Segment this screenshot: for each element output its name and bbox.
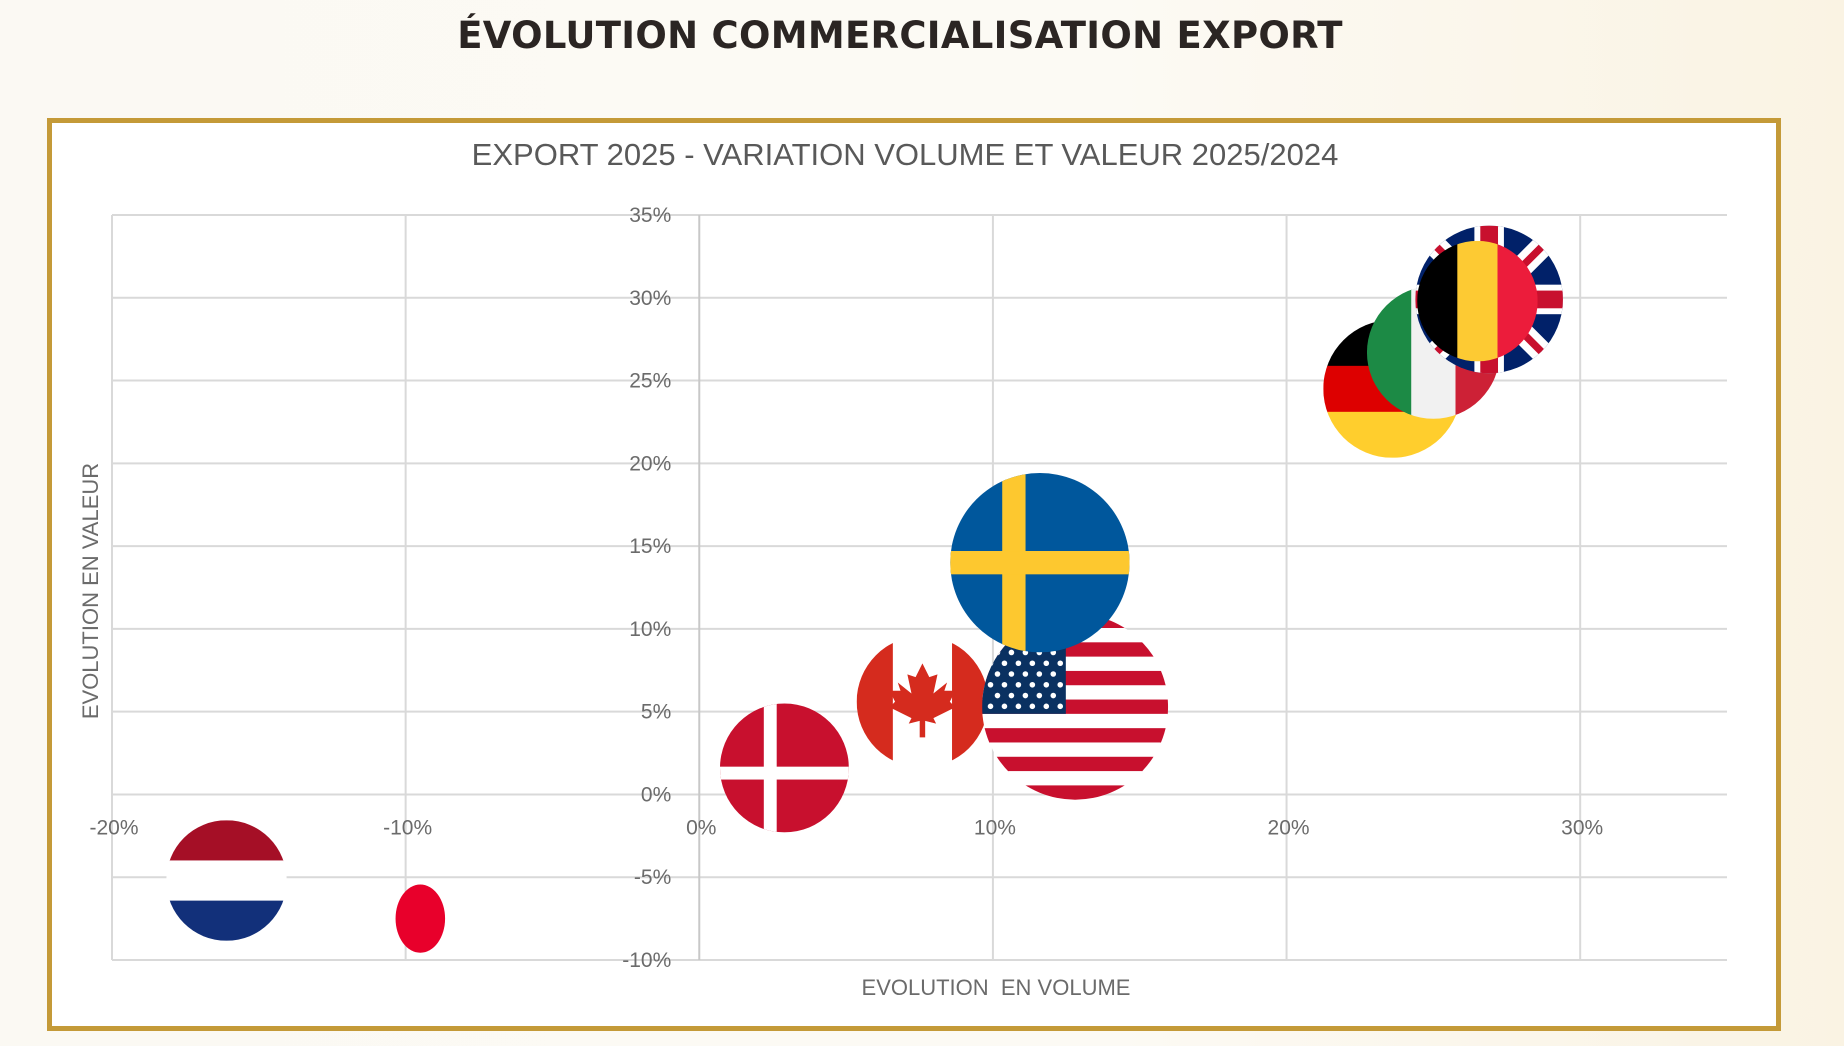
star-icon — [1036, 692, 1043, 699]
bubble-denmark[interactable]: Danemark — [719, 703, 849, 833]
page-heading: ÉVOLUTION COMMERCIALISATION EXPORT — [457, 14, 1343, 57]
star-icon — [1001, 660, 1008, 667]
flag-stripe — [982, 713, 1169, 729]
y-tick-label: 10% — [629, 618, 671, 641]
star-icon — [994, 671, 1001, 677]
x-tick-label: 10% — [974, 816, 1016, 839]
y-tick-label: 0% — [641, 783, 671, 806]
flag-band-left — [856, 635, 893, 768]
tick-labels: -10% -5% 0% 5% 10% 15% 20% 25% 30% 35% -20% -10% 0% 1… — [89, 204, 1603, 972]
flag-stripe-yellow — [1457, 240, 1499, 362]
star-icon — [1015, 660, 1022, 667]
star-icon — [1043, 703, 1050, 710]
flag-stripe-blue — [166, 900, 287, 941]
y-tick-label: 5% — [641, 701, 671, 724]
flag-stripe-white — [166, 860, 287, 902]
star-icon — [1050, 671, 1057, 677]
x-axis-label: EVOLUTION EN VOLUME — [862, 975, 1131, 1000]
y-tick-label: 25% — [629, 370, 671, 393]
y-axis-label: EVOLUTION EN VALEUR — [78, 463, 103, 719]
flag-stripe — [982, 771, 1169, 786]
x-tick-label: -10% — [383, 816, 432, 839]
y-tick-label: 15% — [629, 535, 671, 558]
star-icon — [1022, 671, 1029, 677]
x-tick-label: 0% — [686, 816, 716, 839]
y-tick-label: 20% — [629, 452, 671, 475]
star-icon — [987, 703, 994, 710]
y-tick-label: -10% — [622, 949, 671, 972]
star-icon — [1008, 692, 1015, 699]
star-icon — [1036, 671, 1043, 677]
flag-stripe — [982, 785, 1169, 800]
flag-stripe-gold — [1323, 411, 1462, 458]
x-tick-label: -20% — [89, 816, 138, 839]
star-icon — [1008, 671, 1015, 677]
x-tick-label: 20% — [1268, 816, 1310, 839]
chart-frame: EXPORT 2025 - VARIATION VOLUME ET VALEUR… — [47, 118, 1781, 1031]
flag-stripe — [982, 742, 1169, 758]
star-icon — [987, 681, 994, 688]
star-icon — [1057, 660, 1064, 667]
flag-stripe — [982, 728, 1169, 743]
flag-red-disc — [395, 884, 446, 953]
bubble-netherlands[interactable]: Pays-Bas — [166, 820, 287, 941]
x-tick-label: 30% — [1561, 816, 1603, 839]
flag-stripe-red — [166, 820, 287, 862]
star-icon — [1015, 681, 1022, 688]
star-icon — [1057, 703, 1064, 710]
star-icon — [1057, 681, 1064, 688]
star-icon — [1029, 660, 1036, 667]
chart-title: EXPORT 2025 - VARIATION VOLUME ET VALEUR… — [472, 137, 1339, 172]
star-icon — [994, 649, 1001, 656]
bubble-chart: EXPORT 2025 - VARIATION VOLUME ET VALEUR… — [78, 137, 1727, 1000]
star-icon — [1001, 703, 1008, 710]
star-icon — [994, 692, 1001, 699]
bubble-japan[interactable]: Japon — [395, 884, 446, 953]
star-icon — [1043, 681, 1050, 688]
star-icon — [1029, 703, 1036, 710]
y-tick-label: -5% — [634, 866, 671, 889]
star-icon — [1015, 703, 1022, 710]
bubble-layer: Pays-BasJaponDanemarkCanadaÉtats-UnisSuè… — [166, 225, 1563, 953]
star-icon — [1043, 660, 1050, 667]
bubble-sweden[interactable]: Suède — [950, 472, 1130, 653]
star-icon — [1022, 692, 1029, 699]
star-icon — [1001, 681, 1008, 688]
star-icon — [1008, 649, 1015, 656]
maple-leaf-icon — [889, 663, 956, 738]
flag-cross-horizontal — [950, 551, 1130, 575]
bubble-belgium[interactable]: Belgique — [1417, 240, 1538, 362]
y-tick-label: 35% — [629, 204, 671, 227]
flag-stripe — [982, 756, 1169, 772]
y-tick-label: 30% — [629, 287, 671, 310]
bubble-canada[interactable]: Canada — [856, 635, 989, 768]
star-icon — [1050, 692, 1057, 699]
star-icon — [1029, 681, 1036, 688]
flag-cross-horizontal — [719, 766, 849, 780]
